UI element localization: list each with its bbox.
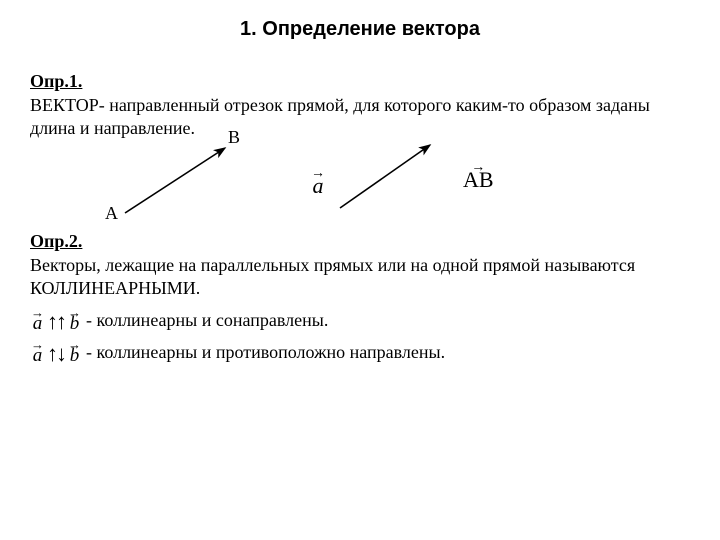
page-title: 1. Определение вектора [30,18,690,41]
label-A: A [105,203,118,224]
vec-a-symbol: a [33,317,43,331]
label-vec-AB: → AB [462,155,495,189]
vec-b: → b [68,309,81,331]
vec-b: → b [68,341,81,363]
collinear-row-opposite: → a ↑↓ → b - коллинеарны и противоположн… [30,341,690,363]
vec-a-symbol: a [33,349,43,363]
collinear-row-same: → a ↑↑ → b - коллинеарны и сонаправлены. [30,309,690,331]
definition-2: Опр.2. Векторы, лежащие на параллельных … [30,231,690,299]
vec-AB-symbol: AB [463,172,494,189]
vec-b-symbol: b [70,317,80,331]
def1-rest: - направленный отрезок прямой, для котор… [30,95,650,138]
definition-1: Опр.1. ВЕКТОР- направленный отрезок прям… [30,71,690,139]
row1-text: - коллинеарны и сонаправлены. [86,310,328,331]
vec-a-symbol: a [313,178,324,195]
def1-label: Опр.1. [30,71,690,92]
label-vec-a: → a [310,161,326,195]
vec-a: → a [31,341,44,363]
arrows-svg [30,133,690,233]
arrow-ab [125,148,225,213]
def1-term: ВЕКТОР [30,95,99,115]
up-up-arrows-icon: ↑↑ [47,311,65,333]
arrow-a [340,145,430,208]
vec-AB-inline: → AB [463,164,494,189]
vec-b-symbol: b [70,349,80,363]
label-B: B [228,127,240,148]
page: 1. Определение вектора Опр.1. ВЕКТОР- на… [0,0,720,540]
row2-text: - коллинеарны и противоположно направлен… [86,342,445,363]
def2-text: Векторы, лежащие на параллельных прямых … [30,254,690,299]
def2-label: Опр.2. [30,231,690,252]
vec-a: → a [31,309,44,331]
up-down-arrows-icon: ↑↓ [47,343,65,365]
vector-diagram: A B → a → AB [30,133,690,223]
vec-a-inline: → a [311,170,325,195]
